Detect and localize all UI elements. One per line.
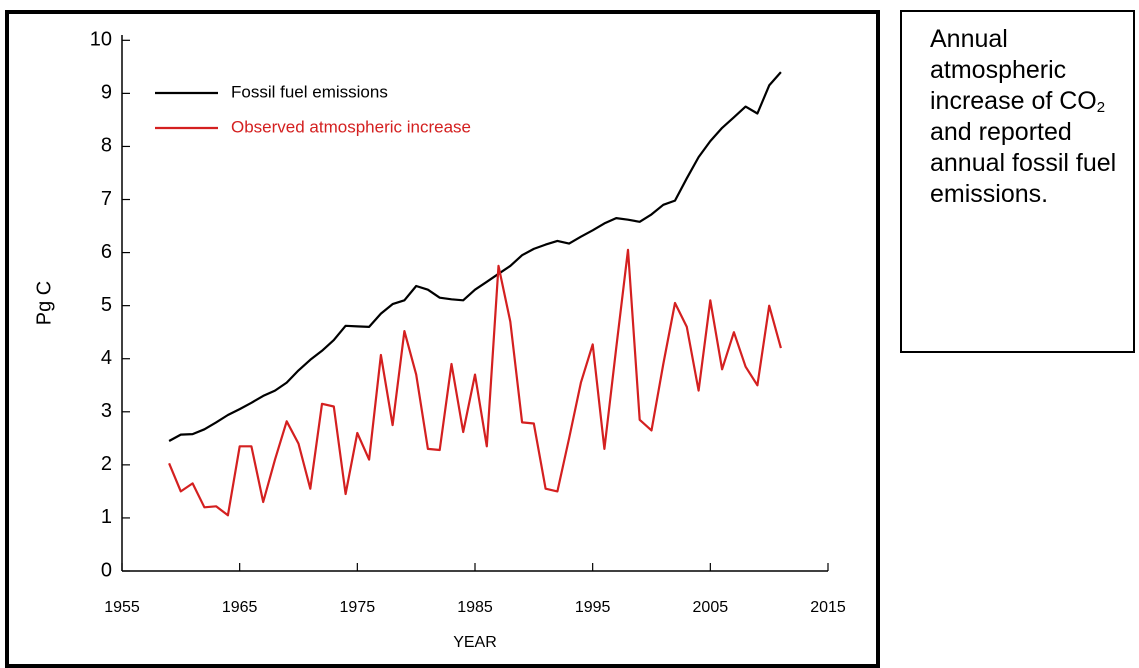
x-tick-label: 1995 <box>575 599 611 616</box>
y-tick-label: 9 <box>101 82 112 104</box>
y-tick-label: 10 <box>90 29 112 51</box>
y-tick-label: 3 <box>101 400 112 422</box>
y-tick-label: 6 <box>101 241 112 263</box>
chart-frame <box>5 10 880 668</box>
chart: Pg C YEAR 0 1 2 3 4 5 6 7 8 9 10 1955 1965 1975 1985 19… <box>5 10 880 668</box>
y-axis-label: Pg C <box>33 281 55 325</box>
caption-text: Annual atmospheric increase of CO <box>930 25 1097 115</box>
y-tick-label: 7 <box>101 188 112 210</box>
legend-label: Observed atmospheric increase <box>231 117 471 136</box>
caption-box: Annual atmospheric increase of CO2 and r… <box>900 10 1135 353</box>
legend-label: Fossil fuel emissions <box>231 82 388 101</box>
series-line <box>168 248 782 517</box>
x-tick-label: 1975 <box>340 599 376 616</box>
y-tick-label: 4 <box>101 347 112 369</box>
y-tick-label: 0 <box>101 559 112 581</box>
x-axis-label: YEAR <box>453 634 497 651</box>
caption-text: and reported annual fossil fuel emission… <box>930 118 1117 208</box>
x-tick-label: 2015 <box>810 599 846 616</box>
y-tick-label: 8 <box>101 135 112 157</box>
y-tick-label: 1 <box>101 506 112 528</box>
caption-subscript: 2 <box>1096 99 1106 116</box>
y-tick-label: 2 <box>101 453 112 475</box>
x-tick-label: 2005 <box>693 599 729 616</box>
x-tick-label: 1955 <box>104 599 140 616</box>
x-tick-label: 1965 <box>222 599 258 616</box>
x-tick-label: 1985 <box>457 599 493 616</box>
series-line <box>168 71 782 442</box>
y-tick-label: 5 <box>101 294 112 316</box>
